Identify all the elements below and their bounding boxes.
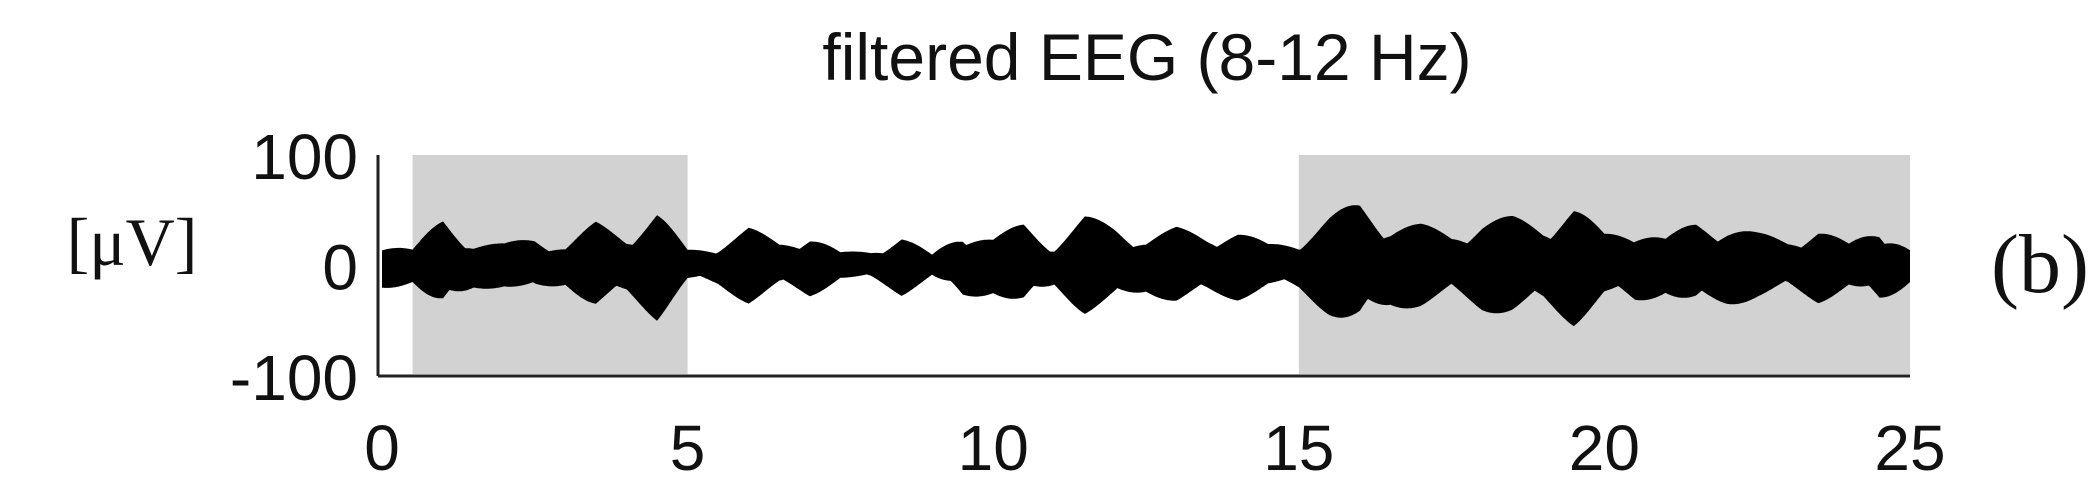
y-tick-label: 0 [322,232,358,304]
x-tick-label: 5 [670,412,706,484]
x-tick-label: 20 [1569,412,1640,484]
signal-layer [382,205,1910,327]
x-tick-label: 0 [364,412,400,484]
x-tick-labels: 0 5 10 15 20 25 [364,412,1945,484]
chart-title: filtered EEG (8-12 Hz) [822,20,1471,94]
y-tick-label: 100 [251,121,358,193]
x-tick-label: 25 [1874,412,1945,484]
y-tick-labels: 100 0 -100 [230,121,358,414]
y-tick-label: -100 [230,342,358,414]
x-tick-label: 15 [1263,412,1334,484]
y-axis-label: [μV] [67,204,198,280]
panel-label: (b) [1991,218,2089,311]
x-tick-label: 10 [958,412,1029,484]
